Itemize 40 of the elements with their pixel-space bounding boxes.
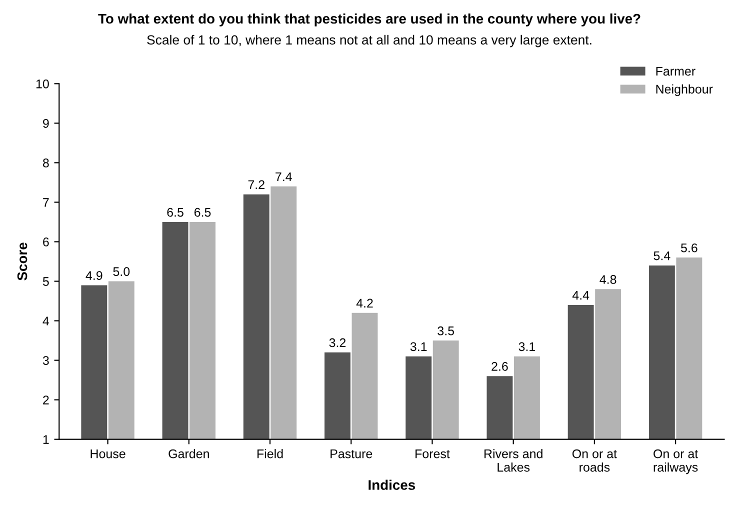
data-label: 2.6 <box>492 362 508 371</box>
chart-subtitle: Scale of 1 to 10, where 1 means not at all and 10 means a very large extent. <box>147 34 592 48</box>
data-label: 3.1 <box>518 342 536 352</box>
data-label: 3.2 <box>329 338 346 348</box>
data-label: 4.9 <box>86 271 102 280</box>
data-label: 6.5 <box>194 208 211 217</box>
y-tick-label: 2 <box>43 396 49 404</box>
y-axis-title: Score <box>17 242 28 280</box>
x-tick-label: Forest <box>416 450 450 458</box>
y-tick-label: 6 <box>43 238 49 246</box>
chart-title: To what extent do you think that pesticides are used in the county where you live? <box>98 13 640 26</box>
y-tick-label: 10 <box>36 79 49 88</box>
x-axis-title: Indices <box>368 480 416 490</box>
y-tick-label: 3 <box>42 356 49 365</box>
x-tick-label: Field <box>257 449 283 458</box>
x-tick-label: House <box>90 450 126 458</box>
x-tick-label: On or at railways <box>654 449 698 474</box>
data-label: 4.2 <box>356 298 373 308</box>
data-label: 3.1 <box>410 342 427 352</box>
legend-label: Neighbour <box>656 84 713 96</box>
x-tick-label: On or at roads <box>572 449 617 472</box>
y-tick-label: 1 <box>43 435 49 444</box>
data-label: 7.4 <box>276 172 292 182</box>
data-label: 4.4 <box>572 290 590 300</box>
data-label: 3.5 <box>438 326 454 336</box>
x-tick-label: Garden <box>168 449 209 458</box>
y-tick-label: 5 <box>42 277 49 286</box>
y-tick-label: 4 <box>42 316 50 326</box>
data-label: 5.6 <box>680 243 698 252</box>
y-tick-label: 8 <box>42 158 49 168</box>
legend-label: Farmer <box>656 66 696 76</box>
x-tick-label: Rivers and Lakes <box>484 449 542 472</box>
data-label: 5.0 <box>113 267 130 276</box>
x-tick-label: Pasture <box>330 450 372 458</box>
data-label: 6.5 <box>167 208 184 217</box>
y-tick-label: 7 <box>43 198 49 207</box>
y-tick-label: 9 <box>43 118 49 128</box>
data-label: 7.2 <box>248 180 264 189</box>
data-label: 4.8 <box>600 275 616 284</box>
data-label: 5.4 <box>654 251 670 260</box>
